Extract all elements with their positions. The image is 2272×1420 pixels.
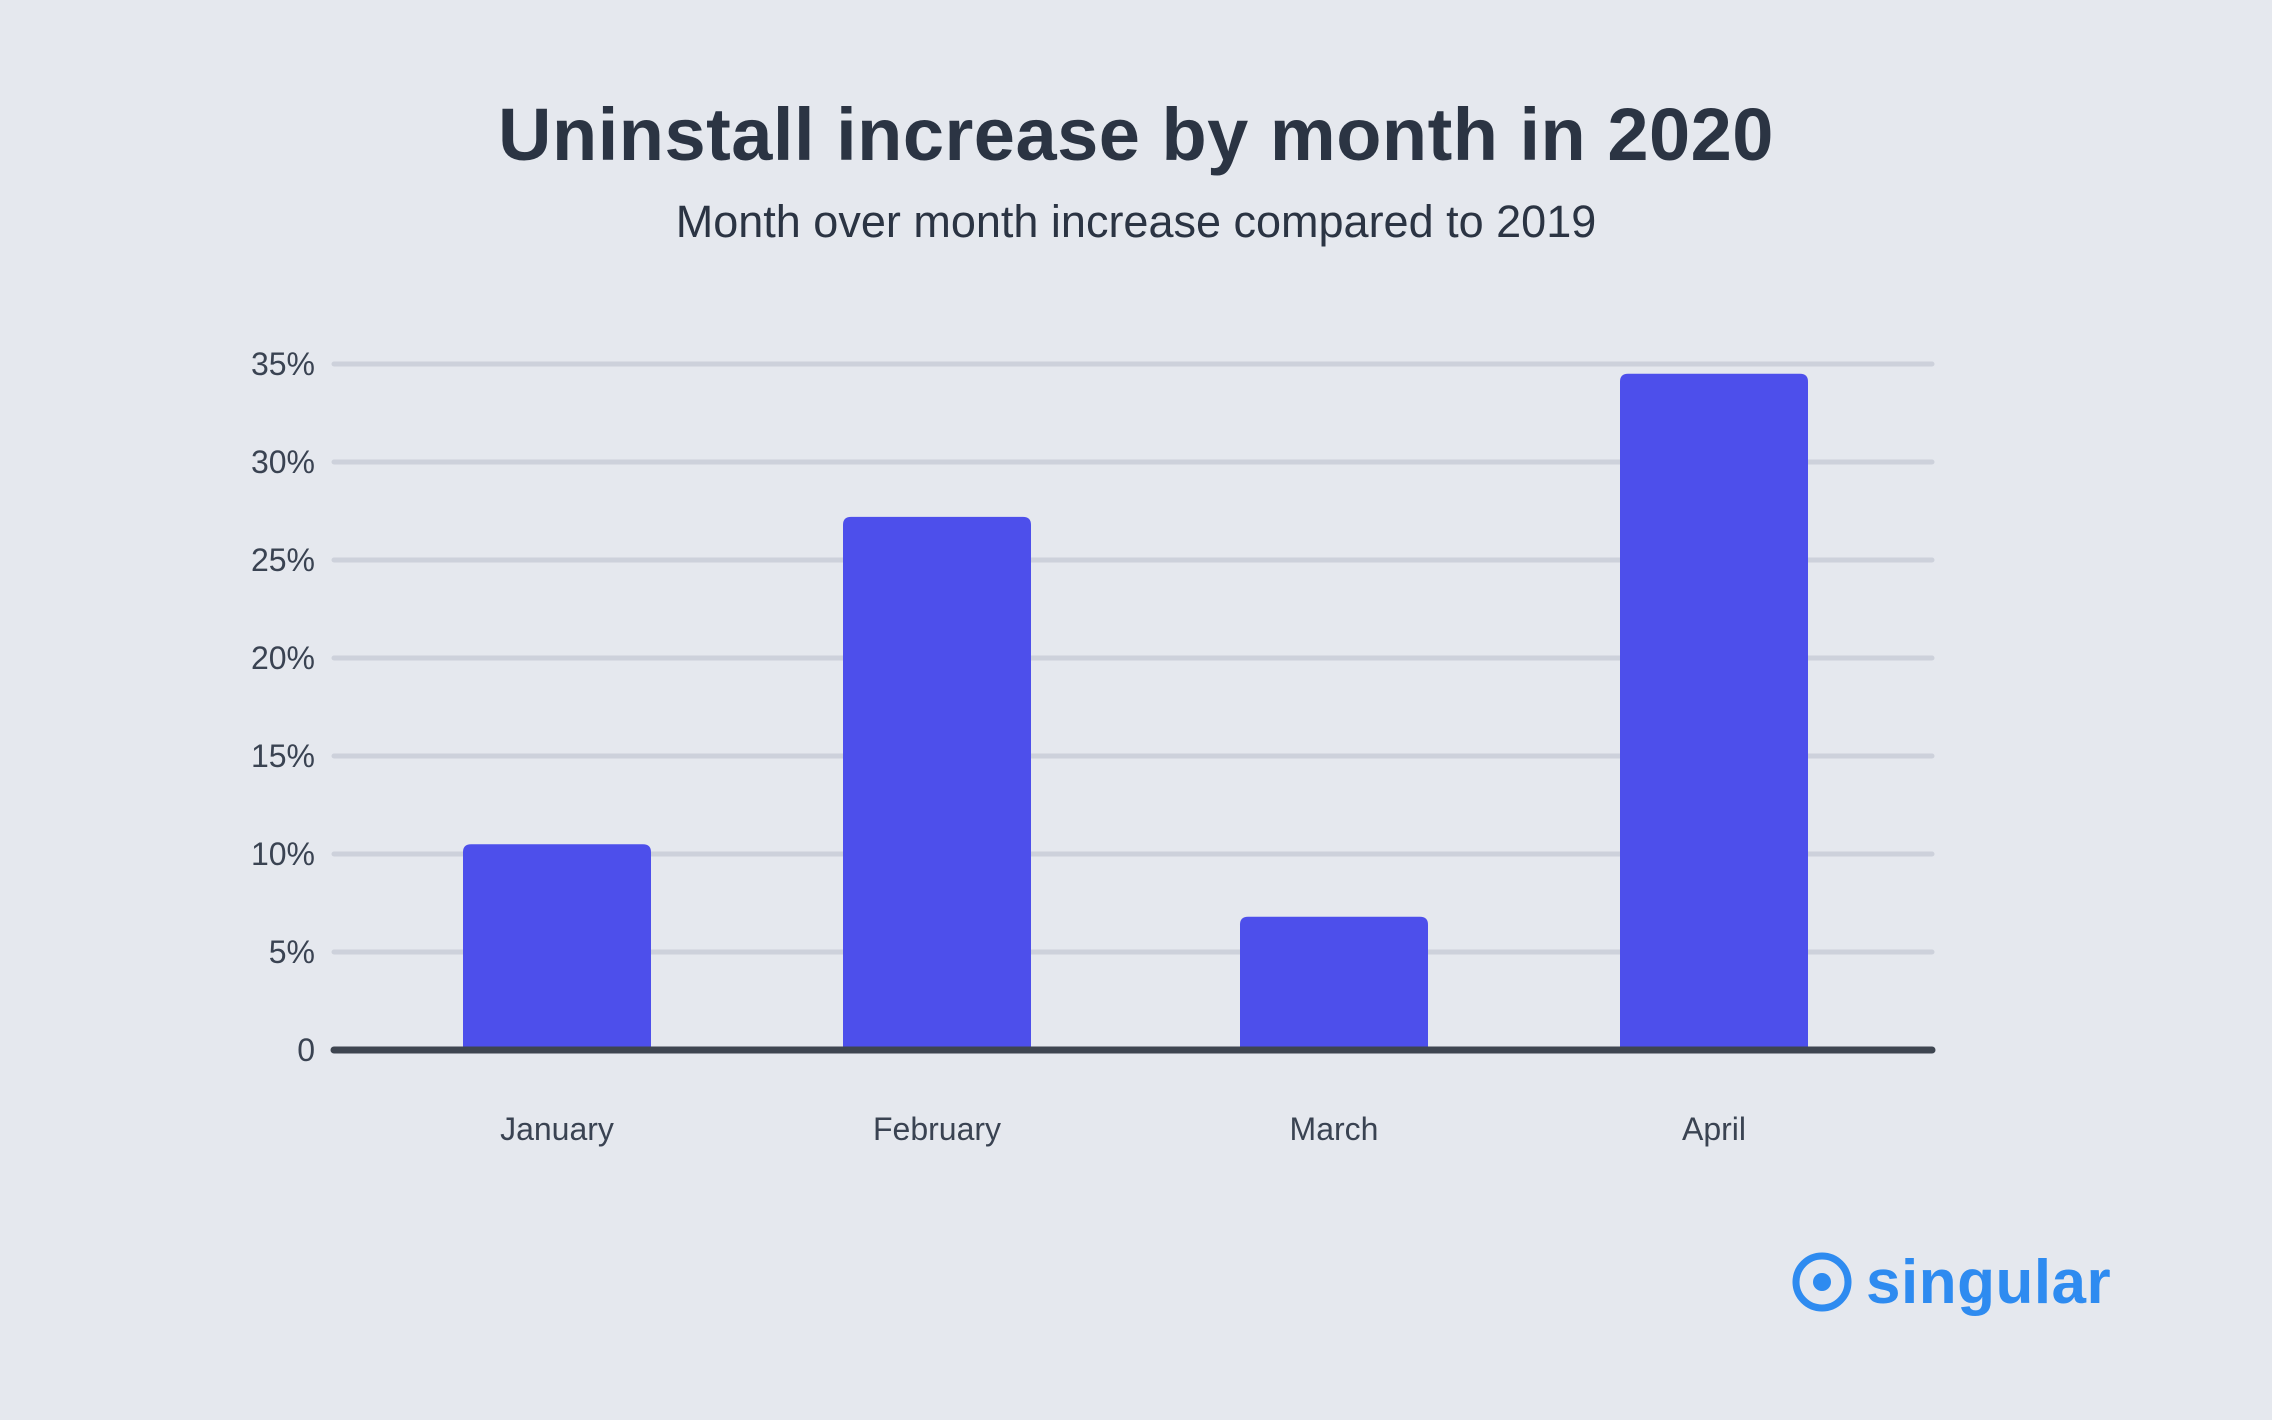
y-axis-tick-labels: 0 5% 10% 15% 20% 25% 30% 35% bbox=[251, 346, 315, 1068]
x-category-label: February bbox=[873, 1111, 1001, 1147]
bars bbox=[463, 373, 1808, 1050]
chart-subtitle: Month over month increase compared to 20… bbox=[675, 196, 1597, 247]
bar-january bbox=[463, 844, 651, 1050]
y-tick-label: 30% bbox=[251, 444, 315, 480]
y-tick-label: 10% bbox=[251, 836, 315, 872]
y-tick-label: 35% bbox=[251, 346, 315, 382]
x-category-label: April bbox=[1682, 1111, 1746, 1147]
x-axis-category-labels: January February March April bbox=[500, 1111, 1746, 1147]
singular-logo-icon bbox=[1792, 1252, 1852, 1312]
y-tick-label: 15% bbox=[251, 738, 315, 774]
x-category-label: January bbox=[500, 1111, 614, 1147]
chart-title: Uninstall increase by month in 2020 bbox=[498, 93, 1774, 176]
bar-february bbox=[843, 516, 1031, 1050]
singular-logo: singular bbox=[1790, 1245, 2111, 1319]
logo-wordmark: singular bbox=[1866, 1247, 2112, 1317]
y-tick-label: 5% bbox=[269, 934, 315, 970]
bar-april bbox=[1620, 373, 1808, 1050]
y-tick-label: 25% bbox=[251, 542, 315, 578]
bar-march bbox=[1240, 916, 1428, 1050]
y-tick-label: 0 bbox=[297, 1032, 315, 1068]
x-category-label: March bbox=[1290, 1111, 1379, 1147]
y-tick-label: 20% bbox=[251, 640, 315, 676]
